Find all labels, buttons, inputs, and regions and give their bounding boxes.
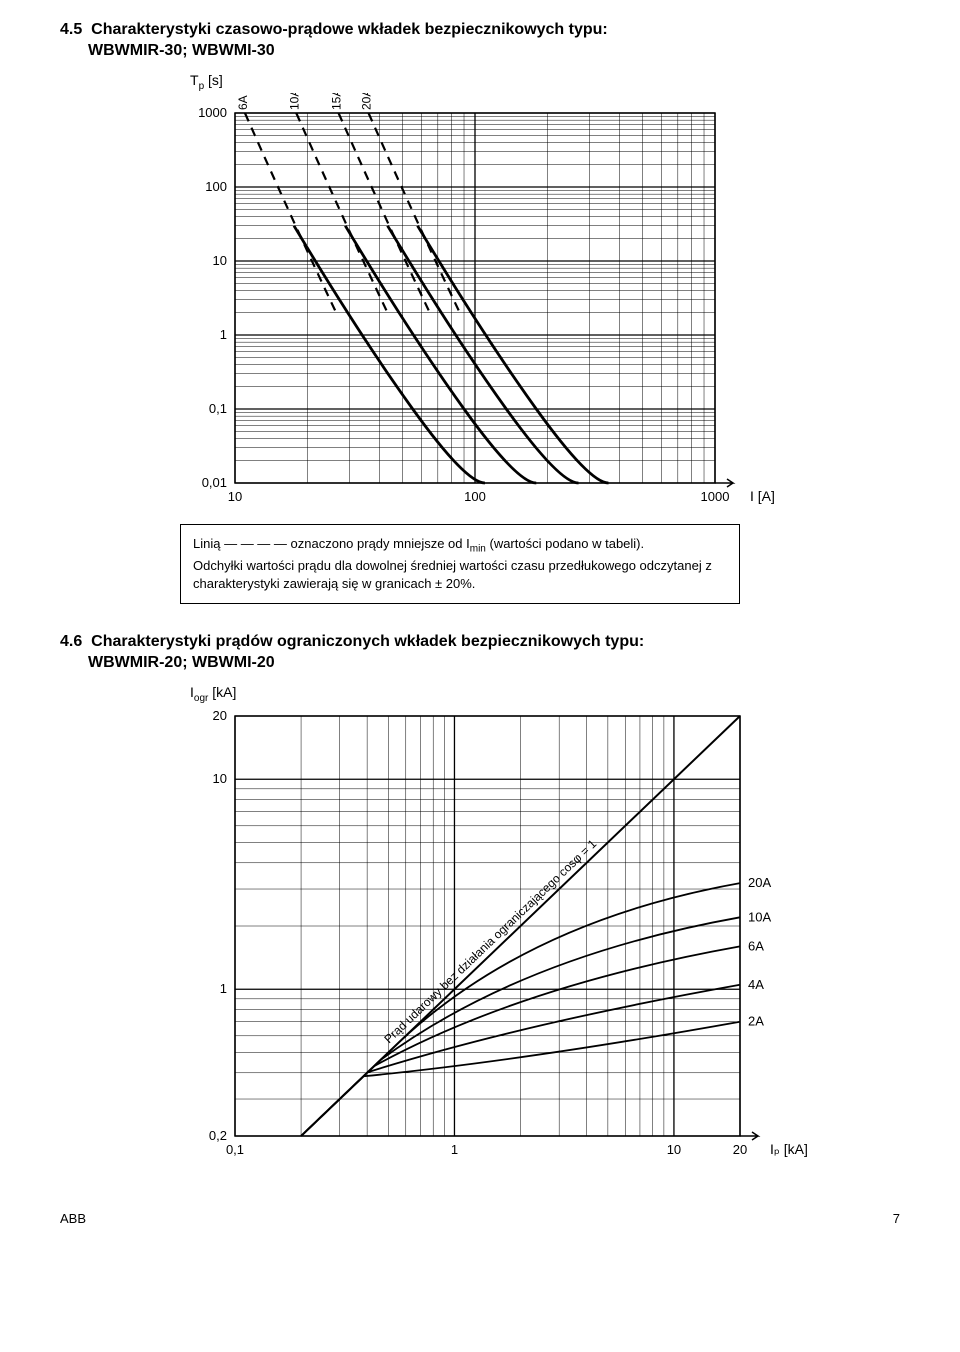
section-4-6-title: 4.6 Charakterystyki prądów ograniczonych… <box>60 632 900 674</box>
svg-text:Iₚ [kA]: Iₚ [kA] <box>770 1141 808 1157</box>
svg-text:0,1: 0,1 <box>226 1142 244 1157</box>
footer-left: ABB <box>60 1211 86 1226</box>
chart-4-5: Tp [s] 10001001010,10,01101001000I [A]6A… <box>180 72 900 605</box>
svg-text:10: 10 <box>213 253 227 268</box>
footer-right: 7 <box>893 1211 900 1226</box>
svg-text:0,01: 0,01 <box>202 475 227 490</box>
svg-text:20: 20 <box>213 708 227 723</box>
section-title-text-6: Charakterystyki prądów ograniczonych wkł… <box>91 633 644 650</box>
legend-sub: min <box>470 544 486 555</box>
svg-text:2A: 2A <box>748 1013 764 1028</box>
svg-text:1: 1 <box>220 327 227 342</box>
section-4-5-title: 4.5 Charakterystyki czasowo-prądowe wkła… <box>60 20 900 62</box>
svg-text:20A: 20A <box>748 875 771 890</box>
section-title-text-2: WBWMIR-30; WBWMI-30 <box>60 41 900 62</box>
svg-text:20: 20 <box>733 1142 747 1157</box>
svg-text:1000: 1000 <box>701 489 730 504</box>
section-title-text: Charakterystyki czasowo-prądowe wkładek … <box>91 21 608 38</box>
section-number: 4.5 <box>60 21 82 38</box>
legend-line1: Linią — — — — oznaczono prądy mniejsze o… <box>193 536 470 551</box>
svg-text:6A: 6A <box>748 938 764 953</box>
svg-text:100: 100 <box>464 489 486 504</box>
svg-text:100: 100 <box>205 179 227 194</box>
chart-4-6-svg: 20 10 1 0,20,1 1 10 20 Iₚ [kA] Prąd udarowy bez … <box>180 706 830 1176</box>
legend-box: Linią — — — — oznaczono prądy mniejsze o… <box>180 524 740 604</box>
svg-text:1000: 1000 <box>198 105 227 120</box>
svg-text:10: 10 <box>667 1142 681 1157</box>
legend-line2: Odchyłki wartości prądu dla dowolnej śre… <box>193 558 712 591</box>
legend-line1-after: (wartości podano w tabeli). <box>486 536 644 551</box>
chart-4-6: Iogr [kA] 20 10 1 0,20,1 1 10 20 Iₚ [kA] Prąd ud… <box>180 684 900 1181</box>
svg-text:6A: 6A <box>236 96 250 111</box>
svg-text:Prąd udarowy bez działania ogr: Prąd udarowy bez działania ograniczające… <box>381 836 599 1046</box>
svg-text:20A: 20A <box>360 93 374 110</box>
y-axis-label-2: Iogr [kA] <box>190 684 900 704</box>
svg-text:15A: 15A <box>330 93 344 110</box>
svg-text:0,2: 0,2 <box>209 1128 227 1143</box>
svg-text:10: 10 <box>228 489 242 504</box>
svg-text:4A: 4A <box>748 977 764 992</box>
chart-4-5-svg: 10001001010,10,01101001000I [A]6A10A15A2… <box>180 93 780 513</box>
svg-text:10A: 10A <box>748 909 771 924</box>
svg-text:0,1: 0,1 <box>209 401 227 416</box>
y-axis-label: Tp [s] <box>190 72 900 92</box>
svg-text:10: 10 <box>213 771 227 786</box>
svg-text:I [A]: I [A] <box>750 488 775 504</box>
svg-text:1: 1 <box>220 981 227 996</box>
page-footer: ABB 7 <box>60 1211 900 1226</box>
svg-text:1: 1 <box>451 1142 458 1157</box>
section-title-text-6b: WBWMIR-20; WBWMI-20 <box>60 653 900 674</box>
section-number-6: 4.6 <box>60 633 82 650</box>
svg-text:10A: 10A <box>287 93 301 110</box>
